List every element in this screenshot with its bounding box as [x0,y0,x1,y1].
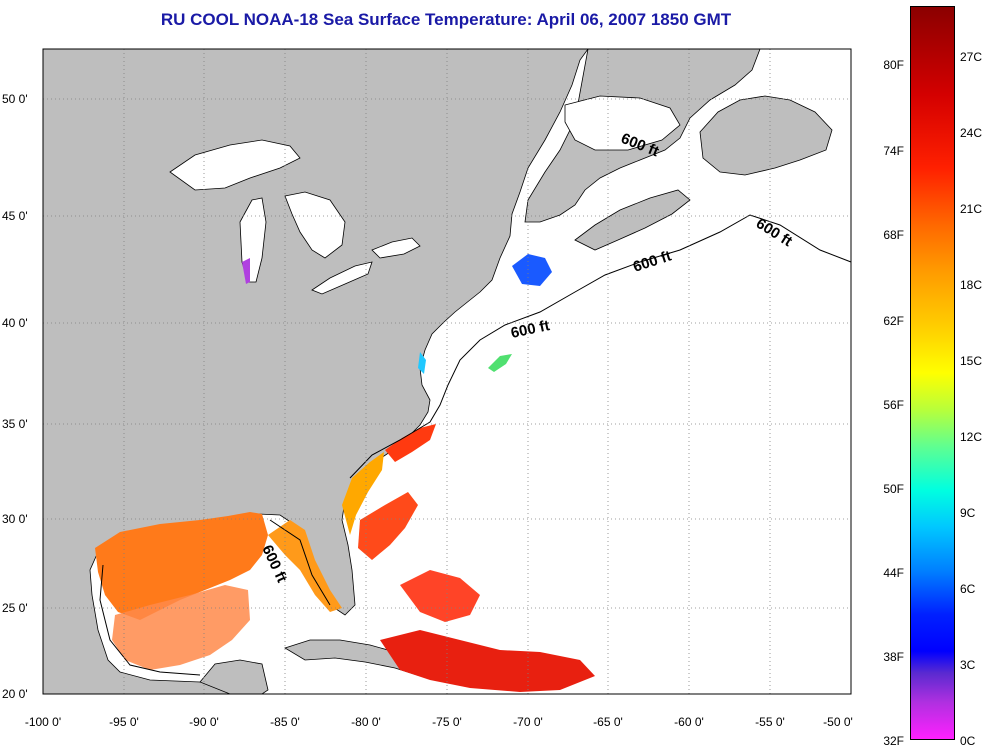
sargasso-sst [358,492,418,560]
mid-atlantic-sst [488,354,512,372]
lat-tick-40: 40 0' [2,316,28,330]
chesapeake-sst [418,352,426,374]
gulf-of-maine-sst [512,254,552,286]
lake-huron [284,191,346,259]
temperature-colorbar: 80F 74F 68F 62F 56F 50F 44F 38F 32F 27C … [883,6,982,748]
lat-tick-45: 45 0' [2,209,28,223]
gulf-of-mexico-south-sst [112,585,250,670]
plot-frame [42,48,852,695]
lon-tick-60: -60 0' [674,715,704,729]
lon-tick-100: -100 0' [25,715,61,729]
cb-c-15: 15C [960,354,983,368]
lon-tick-80: -80 0' [351,715,381,729]
lake-ontario [371,237,421,259]
bahamas-sst [400,570,480,622]
gulf-stream-sst [385,424,436,462]
lake-michigan-sst [242,258,250,284]
lon-tick-90: -90 0' [189,715,219,729]
cb-f-62: 62F [883,314,904,328]
map-title: RU COOL NOAA-18 Sea Surface Temperature:… [160,10,732,29]
caribbean-sst [380,630,595,692]
lat-tick-50: 50 0' [2,92,28,106]
sst-data [95,254,595,692]
cb-f-32: 32F [883,734,904,748]
cb-c-6: 6C [960,582,976,596]
cb-f-56: 56F [883,398,904,412]
lat-tick-labels: 20 0' 25 0' 30 0' 35 0' 40 0' 45 0' 50 0… [2,92,28,701]
cb-c-12: 12C [960,430,983,444]
colorbar-gradient [910,6,955,740]
cb-f-68: 68F [883,228,904,242]
lake-superior [169,139,301,191]
cb-c-27: 27C [960,50,983,64]
lon-tick-50: -50 0' [823,715,853,729]
lon-tick-70: -70 0' [513,715,543,729]
lat-tick-20: 20 0' [2,687,28,701]
gulf-st-lawrence [564,95,681,151]
cb-f-80: 80F [883,58,904,72]
cb-f-44: 44F [883,566,904,580]
cb-c-24: 24C [960,126,983,140]
lake-erie [311,261,373,295]
great-lakes [169,95,681,295]
cb-c-3: 3C [960,658,976,672]
cb-c-9: 9C [960,506,976,520]
north-america-land [42,48,589,695]
cb-c-18: 18C [960,278,983,292]
newfoundland-land [699,95,833,176]
lon-tick-55: -55 0' [755,715,785,729]
lon-tick-75: -75 0' [432,715,462,729]
cb-f-50: 50F [883,482,904,496]
lat-tick-35: 35 0' [2,417,28,431]
florida-east-sst [342,452,384,535]
florida-west-sst [268,520,342,612]
cb-c-21: 21C [960,202,983,216]
lon-tick-85: -85 0' [270,715,300,729]
lon-tick-labels: -100 0' -95 0' -90 0' -85 0' -80 0' -75 … [25,715,853,729]
nova-scotia-land [574,189,691,251]
gulf-of-mexico-sst [95,512,268,620]
lon-tick-65: -65 0' [593,715,623,729]
cb-f-38: 38F [883,650,904,664]
gridlines [43,49,851,694]
lon-tick-95: -95 0' [109,715,139,729]
cb-c-0: 0C [960,734,976,748]
lat-tick-25: 25 0' [2,601,28,615]
cb-f-74: 74F [883,144,904,158]
lat-tick-30: 30 0' [2,512,28,526]
